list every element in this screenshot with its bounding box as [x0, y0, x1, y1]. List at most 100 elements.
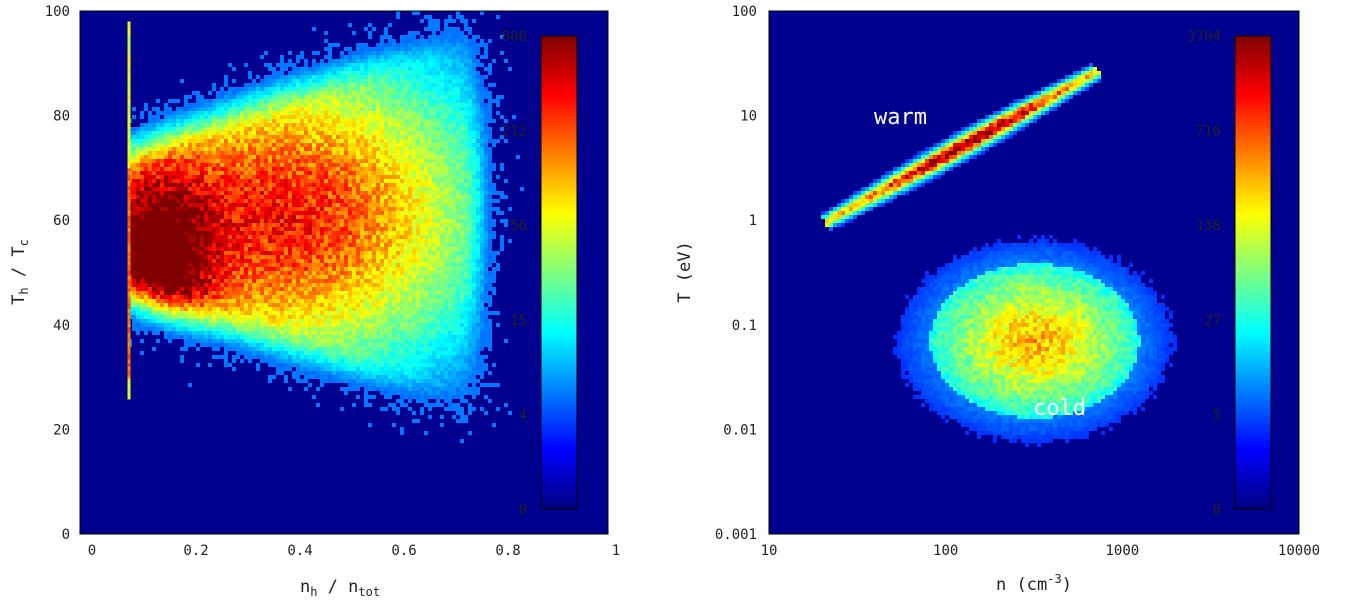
left-heatmap-cell — [352, 383, 356, 387]
left-heatmap-cell — [168, 279, 172, 283]
left-heatmap-cell — [344, 63, 348, 67]
left-heatmap-cell — [132, 187, 136, 191]
left-heatmap-cell — [188, 255, 192, 259]
left-heatmap-cell — [296, 67, 300, 71]
left-heatmap-cell — [368, 91, 372, 95]
left-heatmap-cell — [392, 235, 396, 239]
left-heatmap-cell — [348, 383, 352, 387]
left-heatmap-cell — [400, 35, 404, 39]
left-heatmap-cell — [208, 243, 212, 247]
left-heatmap-cell — [316, 135, 320, 139]
left-heatmap-cell — [152, 235, 156, 239]
left-heatmap-cell — [144, 319, 148, 323]
left-heatmap-cell — [300, 371, 304, 375]
left-heatmap-cell — [148, 175, 152, 179]
left-heatmap-cell — [328, 67, 332, 71]
left-heatmap-cell — [240, 223, 244, 227]
left-heatmap-cell — [284, 99, 288, 103]
left-heatmap-cell — [204, 139, 208, 143]
left-heatmap-cell — [240, 243, 244, 247]
left-heatmap-cell — [292, 327, 296, 331]
left-heatmap-cell — [152, 159, 156, 163]
left-heatmap-cell — [364, 147, 368, 151]
left-heatmap-cell — [312, 311, 316, 315]
left-heatmap-cell — [176, 291, 180, 295]
left-heatmap-cell — [264, 311, 268, 315]
left-heatmap-cell — [204, 239, 208, 243]
left-heatmap-cell — [336, 107, 340, 111]
left-heatmap-cell — [212, 163, 216, 167]
left-heatmap-cell — [156, 267, 160, 271]
left-heatmap-cell — [296, 359, 300, 363]
left-heatmap-cell — [256, 111, 260, 115]
left-heatmap-cell — [340, 331, 344, 335]
left-heatmap-cell — [152, 231, 156, 235]
left-heatmap-cell — [196, 279, 200, 283]
left-heatmap-cell — [380, 227, 384, 231]
left-heatmap-cell — [280, 63, 284, 67]
left-heatmap-cell — [332, 67, 336, 71]
left-heatmap-cell — [216, 227, 220, 231]
left-heatmap-cell — [228, 275, 232, 279]
left-heatmap-cell — [196, 227, 200, 231]
left-heatmap-cell — [292, 163, 296, 167]
left-heatmap-cell — [248, 159, 252, 163]
left-heatmap-cell — [360, 343, 364, 347]
left-heatmap-cell — [360, 155, 364, 159]
left-heatmap-cell — [304, 135, 308, 139]
left-heatmap-cell — [388, 391, 392, 395]
left-heatmap-cell — [264, 127, 268, 131]
left-heatmap-cell — [304, 151, 308, 155]
left-heatmap-cell — [364, 243, 368, 247]
left-heatmap-cell — [240, 255, 244, 259]
left-heatmap-cell — [340, 199, 344, 203]
left-heatmap-cell — [384, 327, 388, 331]
left-heatmap-cell — [228, 127, 232, 131]
left-heatmap-cell — [364, 151, 368, 155]
left-heatmap-cell — [196, 287, 200, 291]
left-heatmap-cell — [136, 183, 140, 187]
left-heatmap-cell — [244, 283, 248, 287]
left-heatmap-cell — [228, 195, 232, 199]
left-heatmap-cell — [220, 119, 224, 123]
left-heatmap-cell — [200, 119, 204, 123]
left-heatmap-cell — [336, 255, 340, 259]
left-heatmap-cell — [160, 111, 164, 115]
left-heatmap-cell — [344, 155, 348, 159]
left-heatmap-cell — [176, 287, 180, 291]
left-heatmap-cell — [284, 299, 288, 303]
left-heatmap-cell — [168, 303, 172, 307]
left-heatmap-cell — [236, 251, 240, 255]
left-heatmap-cell — [144, 175, 148, 179]
left-heatmap-cell — [308, 75, 312, 79]
left-heatmap-cell — [324, 367, 328, 371]
left-heatmap-cell — [248, 291, 252, 295]
left-heatmap-cell — [344, 235, 348, 239]
left-heatmap-cell — [244, 107, 248, 111]
left-heatmap-cell — [360, 311, 364, 315]
left-heatmap-cell — [388, 271, 392, 275]
left-heatmap-cell — [356, 115, 360, 119]
left-heatmap-cell — [292, 155, 296, 159]
left-heatmap-cell — [216, 251, 220, 255]
left-heatmap-cell — [340, 279, 344, 283]
left-heatmap-cell — [392, 267, 396, 271]
left-heatmap-cell — [160, 235, 164, 239]
left-heatmap-cell — [188, 283, 192, 287]
left-heatmap-cell — [284, 207, 288, 211]
left-heatmap-cell — [348, 191, 352, 195]
left-heatmap-cell — [216, 195, 220, 199]
left-heatmap-cell — [232, 263, 236, 267]
left-heatmap-cell — [224, 227, 228, 231]
left-heatmap-cell — [300, 91, 304, 95]
left-heatmap-cell — [252, 335, 256, 339]
left-heatmap-cell — [340, 159, 344, 163]
left-heatmap-cell — [272, 323, 276, 327]
left-heatmap-cell — [260, 315, 264, 319]
left-heatmap-cell — [140, 171, 144, 175]
left-heatmap-cell — [260, 211, 264, 215]
left-heatmap-cell — [328, 243, 332, 247]
left-heatmap-cell — [256, 143, 260, 147]
left-heatmap-cell — [308, 67, 312, 71]
left-heatmap-cell — [280, 119, 284, 123]
